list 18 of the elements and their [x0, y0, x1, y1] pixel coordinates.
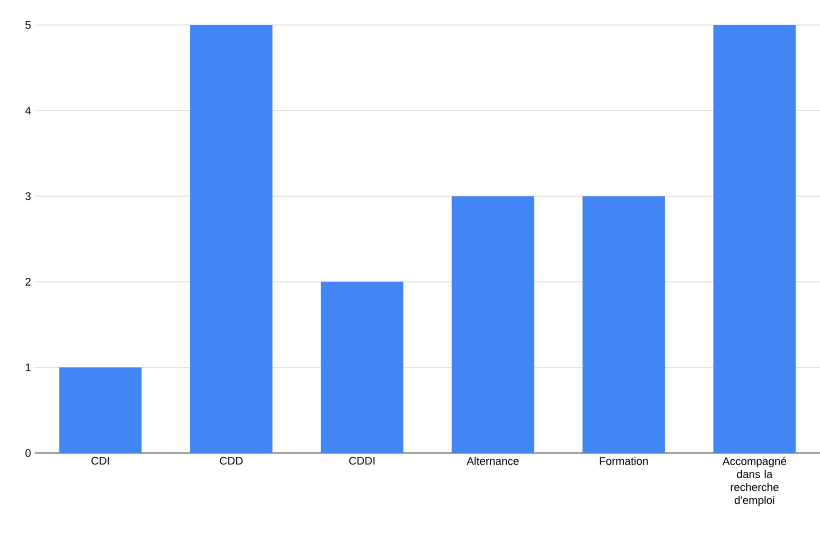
x-tick-label: Formation [600, 456, 648, 465]
x-tick-label: Alternance [466, 456, 519, 465]
x-tick-label: CDD [220, 456, 243, 465]
y-tick-label: 2 [26, 278, 31, 286]
y-tick-label: 0 [25, 449, 31, 457]
bar [59, 367, 142, 453]
x-tick-label: Accompagné dans la recherche d'emploi [722, 456, 786, 506]
y-tick-label: 3 [25, 192, 31, 200]
bar [320, 282, 404, 453]
bar [452, 196, 534, 453]
x-tick-label: CDDI [349, 456, 375, 465]
bar [190, 24, 272, 453]
y-tick-label: 1 [26, 364, 31, 372]
y-tick-label: 5 [25, 21, 31, 29]
bar [582, 196, 665, 453]
y-tick-label: 4 [25, 106, 31, 114]
bar [713, 24, 796, 453]
x-tick-label: CDI [92, 456, 109, 465]
